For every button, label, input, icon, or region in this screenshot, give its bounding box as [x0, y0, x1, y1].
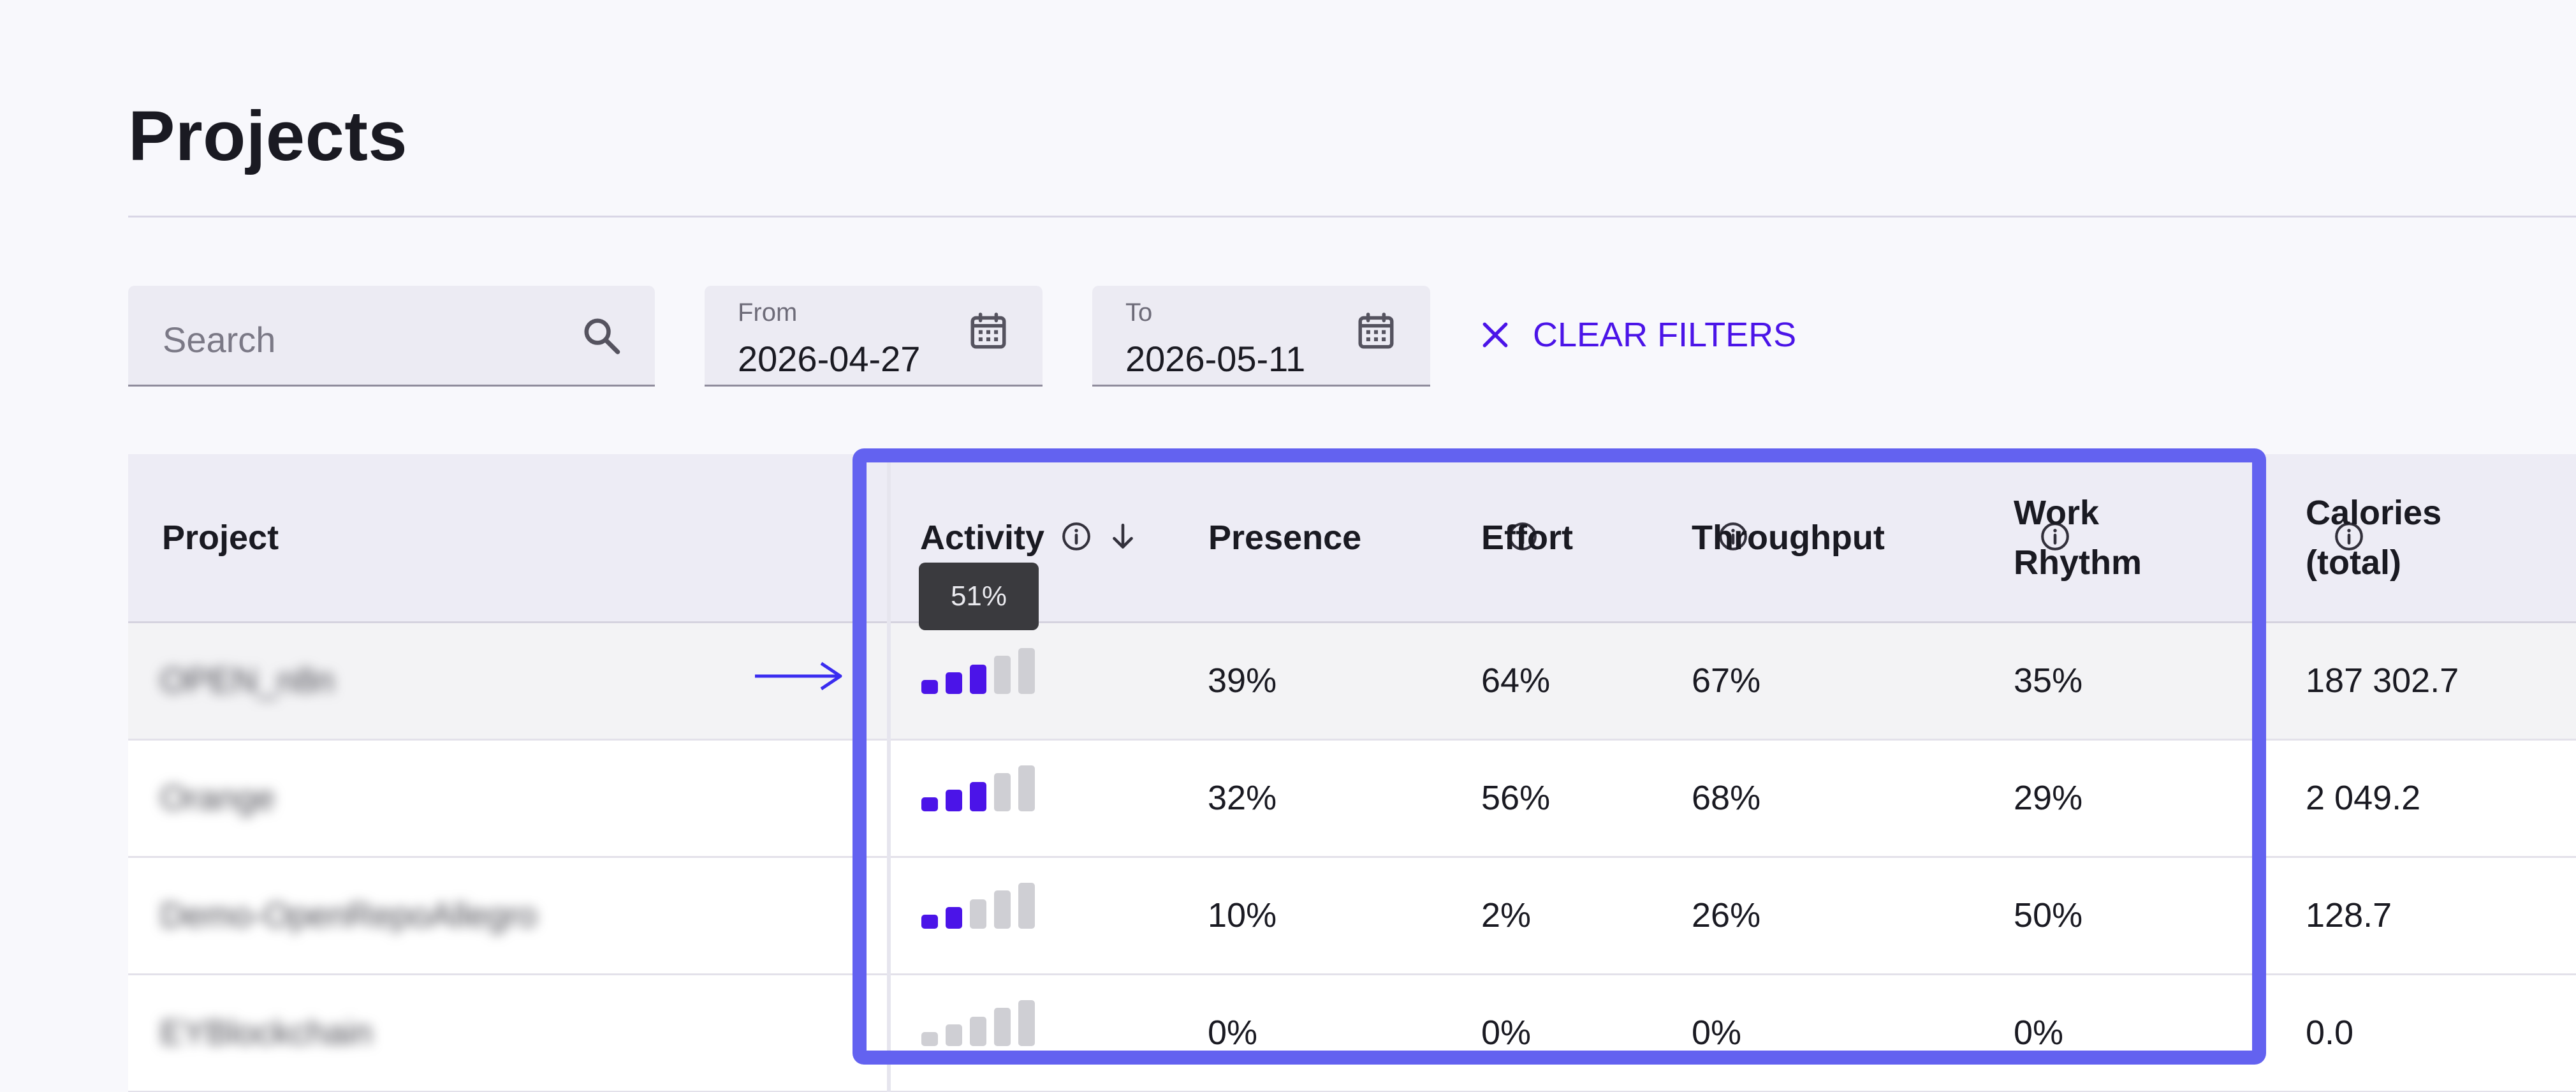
activity-bar — [921, 797, 938, 811]
activity-bar — [994, 890, 1011, 929]
activity-bar — [946, 672, 962, 694]
to-date-label: To — [1125, 299, 1153, 327]
calories-value: 0.0 — [2306, 1014, 2354, 1052]
throughput-value: 0% — [1692, 1014, 1742, 1052]
effort-value: 2% — [1481, 896, 1532, 934]
info-icon[interactable] — [2333, 520, 2365, 552]
info-icon[interactable] — [1507, 520, 1539, 552]
from-date-label: From — [738, 299, 798, 327]
to-date-value[interactable]: 2026-05-11 — [1125, 339, 1306, 379]
column-header-activity[interactable]: Activity — [920, 519, 1045, 557]
table-header: Project Activity Presence Effort — [128, 454, 2576, 623]
table-row[interactable]: EYBlockchain 0% 0% 0% 0% 0.0 — [128, 975, 2576, 1092]
project-name[interactable]: OPEN_n8n — [160, 661, 335, 700]
page-title: Projects — [128, 97, 408, 175]
activity-bars — [919, 741, 1040, 856]
column-header-throughput[interactable]: Throughput — [1692, 519, 1885, 557]
column-header-presence[interactable]: Presence — [1208, 519, 1362, 557]
column-header-calories[interactable]: Calories (total) — [2306, 494, 2442, 582]
throughput-value: 68% — [1692, 779, 1761, 817]
calories-value: 128.7 — [2306, 896, 2392, 934]
activity-bar — [994, 773, 1011, 811]
calories-value: 2 049.2 — [2306, 779, 2421, 817]
calendar-icon[interactable] — [967, 310, 1009, 352]
column-divider — [887, 454, 891, 1092]
activity-bar — [921, 915, 938, 929]
activity-bar — [946, 1024, 962, 1046]
activity-bar — [1018, 765, 1035, 811]
activity-bars — [919, 623, 1040, 739]
table-row[interactable]: Demo-OpenRepoAllegro 10% 2% 26% 50% 128.… — [128, 858, 2576, 975]
info-icon[interactable] — [2039, 520, 2071, 552]
activity-bar — [921, 680, 938, 694]
activity-bar — [1018, 883, 1035, 929]
activity-bar — [970, 899, 986, 929]
close-icon — [1482, 322, 1508, 348]
column-header-work-rhythm[interactable]: Work Rhythm — [2014, 494, 2142, 582]
activity-tooltip: 51% — [919, 563, 1039, 630]
activity-bar — [970, 1017, 986, 1046]
presence-value: 32% — [1208, 779, 1277, 817]
title-divider — [128, 216, 2576, 218]
calendar-icon[interactable] — [1355, 310, 1397, 352]
column-header-project[interactable]: Project — [162, 519, 279, 557]
pointer-arrow-icon — [755, 661, 842, 691]
work-rhythm-value: 0% — [2014, 1014, 2064, 1052]
activity-bar — [1018, 648, 1035, 694]
project-name[interactable]: Orange — [160, 779, 275, 817]
activity-bar — [970, 665, 986, 694]
search-icon[interactable] — [581, 315, 623, 357]
activity-bar — [946, 790, 962, 811]
project-name[interactable]: EYBlockchain — [160, 1014, 373, 1052]
work-rhythm-value: 50% — [2014, 896, 2083, 934]
effort-value: 64% — [1481, 661, 1551, 700]
presence-value: 10% — [1208, 896, 1277, 934]
from-date-value[interactable]: 2026-04-27 — [738, 339, 921, 379]
presence-value: 39% — [1208, 661, 1277, 700]
effort-value: 0% — [1481, 1014, 1532, 1052]
table-row[interactable]: Orange 32% 56% 68% 29% 2 049.2 — [128, 741, 2576, 858]
column-header-effort[interactable]: Effort — [1481, 519, 1573, 557]
activity-bar — [970, 782, 986, 811]
calories-value: 187 302.7 — [2306, 661, 2459, 700]
arrow-down-icon[interactable] — [1107, 520, 1139, 552]
info-icon[interactable] — [1717, 520, 1749, 552]
throughput-value: 67% — [1692, 661, 1761, 700]
throughput-value: 26% — [1692, 896, 1761, 934]
activity-bar — [994, 1008, 1011, 1046]
from-date-field[interactable]: From 2026-04-27 — [705, 286, 1043, 387]
search-input[interactable] — [161, 316, 559, 362]
clear-filters-label: CLEAR FILTERS — [1533, 316, 1797, 354]
activity-bars — [919, 858, 1040, 973]
projects-table: Project Activity Presence Effort — [128, 454, 2576, 1092]
project-name[interactable]: Demo-OpenRepoAllegro — [160, 896, 538, 934]
presence-value: 0% — [1208, 1014, 1258, 1052]
activity-bars — [919, 975, 1040, 1091]
to-date-field[interactable]: To 2026-05-11 — [1092, 286, 1430, 387]
search-field[interactable] — [128, 286, 655, 387]
activity-bar — [994, 656, 1011, 694]
work-rhythm-value: 29% — [2014, 779, 2083, 817]
work-rhythm-value: 35% — [2014, 661, 2083, 700]
activity-bar — [946, 907, 962, 929]
effort-value: 56% — [1481, 779, 1551, 817]
clear-filters-button[interactable]: CLEAR FILTERS — [1479, 313, 1796, 357]
info-icon[interactable] — [1060, 520, 1092, 552]
activity-bar — [921, 1032, 938, 1046]
activity-bar — [1018, 1000, 1035, 1046]
table-row[interactable]: OPEN_n8n 39% 64% 67% 35% 187 302.7 — [128, 623, 2576, 741]
